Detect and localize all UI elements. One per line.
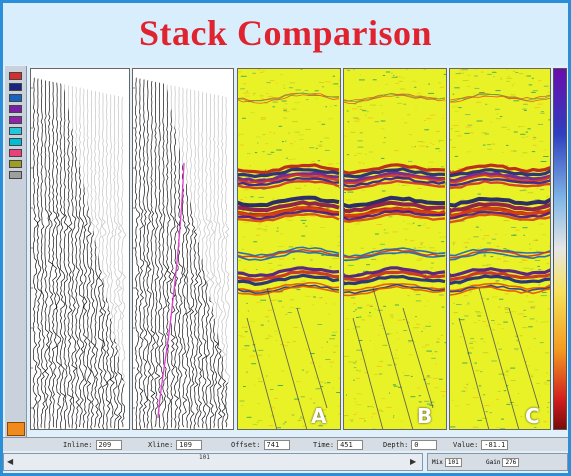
stack-label-b: B [417,404,433,428]
gain-control[interactable]: Gain 276 [486,458,520,467]
toolbar-swatch[interactable] [9,105,22,113]
scroll-left-icon[interactable]: ◀ [7,457,14,466]
status-xline: Xline: 109 [148,440,203,450]
status-offset: Offset: 741 [231,440,290,450]
gather-panel-2 [132,68,234,430]
status-time: Time: 451 [313,440,364,450]
toolbar-swatch[interactable] [9,149,22,157]
display-controls: Mix 101 Gain 276 [427,453,568,471]
toolbar-swatch[interactable] [9,94,22,102]
gather-panel-1 [30,68,130,430]
page-title: Stack Comparison [138,13,433,53]
left-toolbar [5,66,27,438]
stack-panel-c: C [449,68,551,430]
toolbar-swatch[interactable] [9,138,22,146]
status-depth: Depth: 0 [383,440,438,450]
stack-panel-a: A [237,68,341,430]
amplitude-color-scale [553,68,567,430]
horizontal-scrollbar[interactable]: ◀ 101 ▶ [3,453,423,471]
toolbar-swatch[interactable] [9,127,22,135]
scroll-right-icon[interactable]: ▶ [410,457,417,466]
orange-tool-button[interactable] [7,422,25,436]
stack-panel-b: B [343,68,447,430]
toolbar-swatch[interactable] [9,72,22,80]
status-bar: Inline: 209 Xline: 109 Offset: 741 Time: 451… [3,437,568,451]
mix-control[interactable]: Mix 101 [432,458,462,467]
stack-label-c: C [525,404,540,428]
scroll-position-label: 101 [199,454,210,461]
wiggle-trace-plot-1 [30,68,130,430]
status-value: Value: -81.1 [453,440,509,450]
wiggle-trace-plot-2 [132,68,234,430]
title-band [3,3,568,65]
stack-image-b [343,68,447,430]
toolbar-swatch[interactable] [9,171,22,179]
stack-label-a: A [311,404,327,428]
stack-image-c [449,68,551,430]
toolbar-swatch[interactable] [9,160,22,168]
stack-image-a [237,68,341,430]
toolbar-swatch[interactable] [9,83,22,91]
toolbar-swatch[interactable] [9,116,22,124]
status-inline: Inline: 209 [63,440,122,450]
